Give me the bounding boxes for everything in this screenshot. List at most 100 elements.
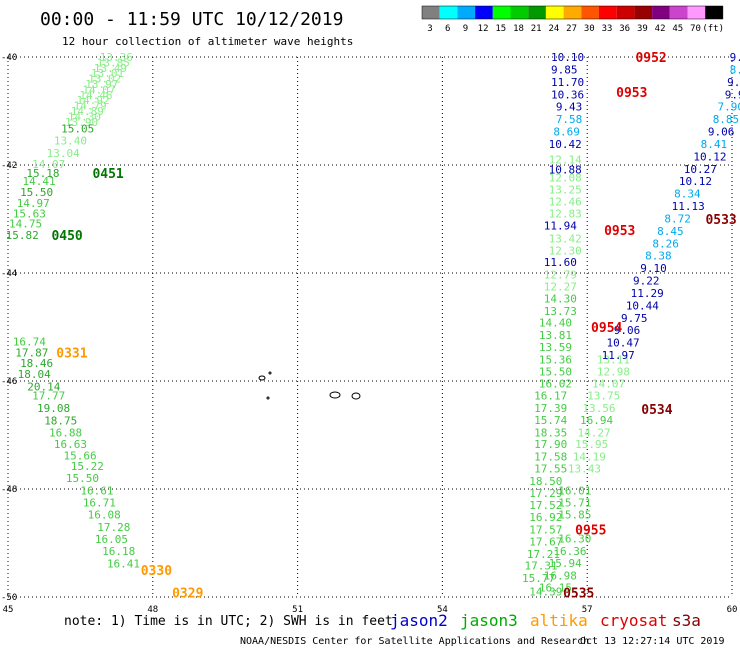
wave-height-value: 16.02 xyxy=(539,378,572,391)
lon-tick-label: 60 xyxy=(727,605,738,615)
footer-credit: NOAA/NESDIS Center for Satellite Applica… xyxy=(240,636,589,647)
wave-height-value: 16.92 xyxy=(529,511,562,524)
colorbar-label: 21 xyxy=(531,24,542,34)
map-title: 00:00 - 11:59 UTC 10/12/2019 xyxy=(40,9,343,30)
wave-height-value: 8.38 xyxy=(645,250,672,263)
pass-time-label: 0331 xyxy=(56,346,87,361)
lat-tick-label: -50 xyxy=(1,593,17,603)
wave-height-value: 16.08 xyxy=(88,508,121,521)
wave-height-value: 16.88 xyxy=(49,426,82,439)
wave-height-value: 13.40 xyxy=(54,135,87,148)
colorbar-label: 3 xyxy=(427,24,432,34)
colorbar-swatch xyxy=(422,6,440,19)
pass-time-label: 0330 xyxy=(141,564,172,579)
wave-height-value: 11.13 xyxy=(672,200,705,213)
wave-height-value: 18.35 xyxy=(534,426,567,439)
colorbar-label: (ft) xyxy=(702,24,724,34)
wave-height-value: 15.95 xyxy=(575,438,608,451)
wave-height-value: 9.35 xyxy=(727,76,740,89)
wave-height-value: 12.30 xyxy=(549,244,582,257)
colorbar-swatch xyxy=(439,6,458,19)
colorbar-swatch xyxy=(492,6,511,19)
colorbar-label: 24 xyxy=(548,24,559,34)
satellite-legend-jason2: jason2 xyxy=(390,611,448,630)
wave-height-value: 9.85 xyxy=(551,63,578,76)
pass-time-label: 0329 xyxy=(172,587,203,602)
wave-height-value: 15.85 xyxy=(558,508,591,521)
wave-height-value: 15.36 xyxy=(539,353,572,366)
lat-tick-label: -48 xyxy=(1,485,17,495)
wave-height-value: 18.46 xyxy=(20,357,53,370)
wave-height-value: 13.02 xyxy=(88,73,121,86)
wave-height-value: 16.41 xyxy=(107,558,140,571)
wave-height-value: 11.97 xyxy=(602,349,635,362)
colorbar-swatch xyxy=(457,6,476,19)
lat-tick-label: -44 xyxy=(1,269,17,279)
wave-height-value: 14.27 xyxy=(578,426,611,439)
axis-labels: 45 48 51 54 57 60 -40 -42 -44 -46 -48 -50 xyxy=(1,53,737,615)
colorbar-swatch xyxy=(616,6,635,19)
pass-time-label: 0535 xyxy=(563,587,594,602)
wave-height-value: 15.74 xyxy=(534,414,567,427)
wave-height-value: 12.08 xyxy=(549,171,582,184)
wave-height-value: 15.77 xyxy=(522,572,555,585)
satellite-legend-cryosat: cryosat xyxy=(600,611,667,630)
pass-time-label: 0533 xyxy=(705,213,736,228)
wave-height-value: 12.83 xyxy=(549,208,582,221)
lat-tick-label: -42 xyxy=(1,161,17,171)
pass-time-label: 0955 xyxy=(575,524,606,539)
wave-height-value: 10.12 xyxy=(693,150,726,163)
lon-tick-label: 51 xyxy=(292,605,303,615)
wave-height-value: 12.98 xyxy=(597,365,630,378)
wave-height-value: 15.50 xyxy=(539,365,572,378)
wave-height-value: 11.29 xyxy=(631,287,664,300)
wave-height-value: 9.75 xyxy=(621,312,648,325)
colorbar-swatch xyxy=(545,6,564,19)
lon-tick-label: 48 xyxy=(147,605,158,615)
colorbar-label: 9 xyxy=(463,24,468,34)
wave-height-value: 16.05 xyxy=(95,533,128,546)
wave-height-value: 10.10 xyxy=(551,51,584,64)
wave-height-value: 17.55 xyxy=(534,462,567,475)
wave-height-value: 17.87 xyxy=(15,346,48,359)
wave-height-value: 10.47 xyxy=(607,337,640,350)
pass-time-label: 0953 xyxy=(616,86,647,101)
wave-height-value: 8.69 xyxy=(553,126,580,139)
wave-height-value: 14.39 xyxy=(529,586,562,599)
wave-height-value: 16.17 xyxy=(534,390,567,403)
wave-height-value: 14.79 xyxy=(74,100,107,113)
wave-height-value: 13.43 xyxy=(568,462,601,475)
wave-height-value: 15.63 xyxy=(13,208,46,221)
wave-height-value: 14.92 xyxy=(77,94,110,107)
wave-height-value: 17.77 xyxy=(32,390,65,403)
wave-height-value: 17.29 xyxy=(529,487,562,500)
wave-height-value: 16.94 xyxy=(580,414,613,427)
wave-height-value: 20.14 xyxy=(27,380,60,393)
colorbar-label: 33 xyxy=(602,24,613,34)
colorbar-swatch xyxy=(705,6,723,19)
wave-height-value: 8.72 xyxy=(664,212,691,225)
wave-height-value: 13.85 xyxy=(97,56,130,69)
colorbar-border xyxy=(421,5,724,20)
wave-height-value: 14.30 xyxy=(544,292,577,305)
lon-tick-label: 54 xyxy=(437,605,448,615)
wave-height-value: 17.39 xyxy=(534,402,567,415)
lon-tick-label: 45 xyxy=(3,605,14,615)
wave-height-value: 10.12 xyxy=(679,175,712,188)
wave-height-value: 14.40 xyxy=(539,317,572,330)
satellite-legend: jason2 jason3 altika cryosat s3a xyxy=(390,611,701,630)
wave-height-value: 15.22 xyxy=(71,460,104,473)
wave-height-value: 14.07 xyxy=(82,83,115,96)
wave-height-value: 10.88 xyxy=(549,163,582,176)
wave-height-values: 13.3613.8513.4913.0113.0213.9714.0714.46… xyxy=(6,51,740,599)
wave-height-value: 16.01 xyxy=(558,485,591,498)
wave-height-value: 14.19 xyxy=(573,451,606,464)
wave-height-value: 13.73 xyxy=(544,305,577,318)
wave-height-value: 16.36 xyxy=(553,545,586,558)
wave-height-value: 17.52 xyxy=(529,499,562,512)
wave-height-value: 16.63 xyxy=(54,438,87,451)
colorbar-label: 6 xyxy=(445,24,450,34)
wave-height-value: 10.36 xyxy=(551,88,584,101)
wave-height-value: 13.49 xyxy=(94,62,127,75)
